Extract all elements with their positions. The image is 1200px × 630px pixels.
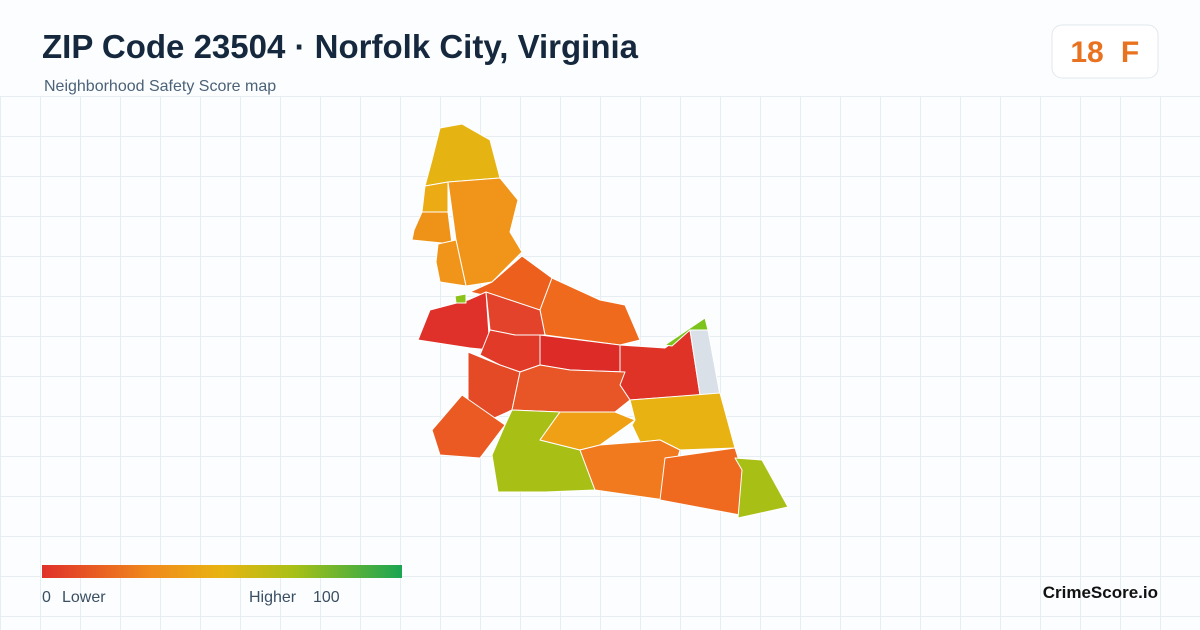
score-grade: F: [1121, 36, 1139, 69]
score-value: 18: [1070, 36, 1103, 69]
brand: CrimeScore.io: [1043, 583, 1158, 602]
neighborhood: [454, 293, 467, 304]
neighborhood: [511, 364, 631, 413]
neighborhood: [659, 447, 743, 516]
legend-max: 100: [313, 589, 340, 606]
neighborhood: [539, 277, 641, 346]
neighborhood: [431, 394, 506, 459]
legend-gradient: [42, 565, 402, 578]
legend-max-label: Higher: [249, 589, 297, 606]
neighborhood: [411, 211, 453, 245]
neighborhood: [417, 291, 491, 351]
score-box: [1051, 24, 1159, 79]
neighborhood: [435, 239, 467, 287]
neighborhood: [421, 181, 449, 213]
neighborhood: [579, 439, 681, 501]
neighborhood: [734, 457, 789, 519]
title: ZIP Code 23504 · Norfolk City, Virginia: [42, 28, 639, 65]
legend-min-label: Lower: [62, 589, 106, 606]
legend-min: 0: [42, 589, 51, 606]
map: [411, 123, 789, 519]
neighborhood: [664, 317, 709, 347]
neighborhood: [424, 123, 501, 187]
subtitle: Neighborhood Safety Score map: [44, 78, 276, 95]
